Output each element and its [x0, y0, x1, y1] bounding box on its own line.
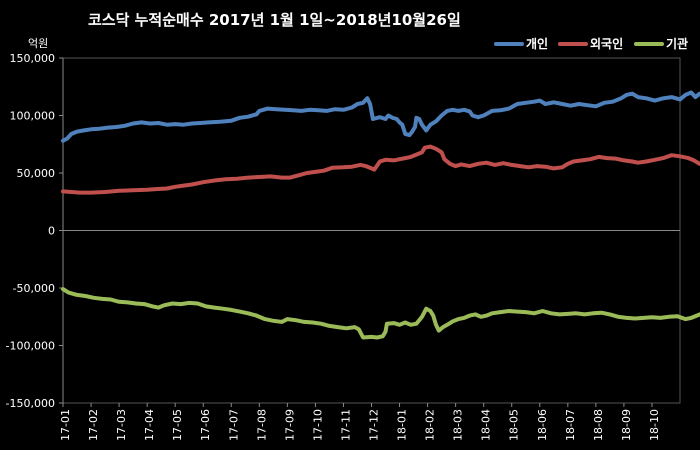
x-tick-label: 17-03 — [115, 409, 128, 441]
y-tick-label: -100,000 — [6, 340, 55, 353]
legend-label-2: 기관 — [666, 36, 688, 51]
x-tick-label: 18-01 — [396, 409, 409, 441]
x-tick-label: 18-09 — [620, 409, 633, 441]
x-tick-label: 17-02 — [87, 409, 100, 441]
y-tick-label: 100,000 — [10, 110, 56, 123]
x-axis: 17-01 17-02 17-03 17-04 17-05 17-06 17-07 17-08… — [59, 403, 661, 441]
y-axis: 150,000 100,000 50,000 0 -50,000 -100,000 -150… — [6, 52, 64, 410]
x-tick-label: 17-06 — [199, 409, 212, 441]
x-tick-label: 17-08 — [255, 409, 268, 441]
x-tick-label: 17-04 — [143, 409, 156, 441]
chart-title: 코스닥 누적순매수 2017년 1월 1일~2018년10월26일 — [88, 11, 461, 29]
x-tick-label: 17-09 — [283, 409, 296, 441]
y-tick-label: 50,000 — [17, 167, 56, 180]
x-tick-label: 18-07 — [564, 409, 577, 441]
series-line-0 — [61, 90, 700, 143]
y-tick-label: 0 — [48, 225, 55, 238]
x-tick-label: 17-05 — [171, 409, 184, 441]
x-tick-label: 17-01 — [59, 409, 72, 441]
x-tick-label: 18-05 — [508, 409, 521, 441]
legend: 개인 외국인 기관 — [494, 36, 688, 51]
x-tick-label: 17-11 — [339, 409, 352, 441]
series-line-1 — [61, 144, 700, 195]
x-tick-label: 17-07 — [227, 409, 240, 441]
x-tick-label: 18-10 — [648, 409, 661, 441]
y-tick-label: -50,000 — [13, 282, 55, 295]
series-line-2 — [61, 287, 700, 340]
y-tick-label: -150,000 — [6, 397, 55, 410]
y-tick-label: 150,000 — [10, 52, 56, 65]
legend-label-0: 개인 — [526, 36, 548, 51]
x-tick-label: 17-10 — [311, 409, 324, 441]
x-tick-label: 18-04 — [480, 409, 493, 441]
x-tick-label: 17-12 — [368, 409, 381, 441]
x-tick-label: 18-03 — [452, 409, 465, 441]
x-tick-label: 18-02 — [424, 409, 437, 441]
y-axis-unit: 억원 — [28, 37, 48, 50]
x-tick-label: 18-06 — [536, 409, 549, 441]
series-layer — [61, 90, 700, 340]
legend-label-1: 외국인 — [590, 36, 623, 51]
x-tick-label: 18-08 — [592, 409, 605, 441]
